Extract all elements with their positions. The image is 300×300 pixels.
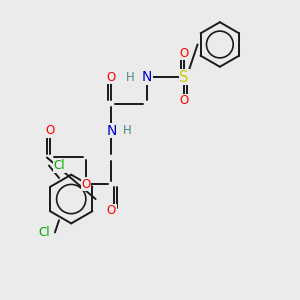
Text: O: O: [46, 124, 55, 137]
Text: S: S: [179, 70, 189, 85]
Text: O: O: [107, 204, 116, 218]
Text: O: O: [180, 94, 189, 107]
Text: Cl: Cl: [39, 226, 50, 239]
Text: H: H: [126, 71, 135, 84]
Text: Cl: Cl: [53, 159, 65, 172]
Text: H: H: [123, 124, 132, 137]
Text: O: O: [107, 71, 116, 84]
Text: O: O: [180, 47, 189, 60]
Text: N: N: [106, 124, 116, 138]
Text: N: N: [142, 70, 152, 84]
Text: O: O: [82, 178, 91, 191]
